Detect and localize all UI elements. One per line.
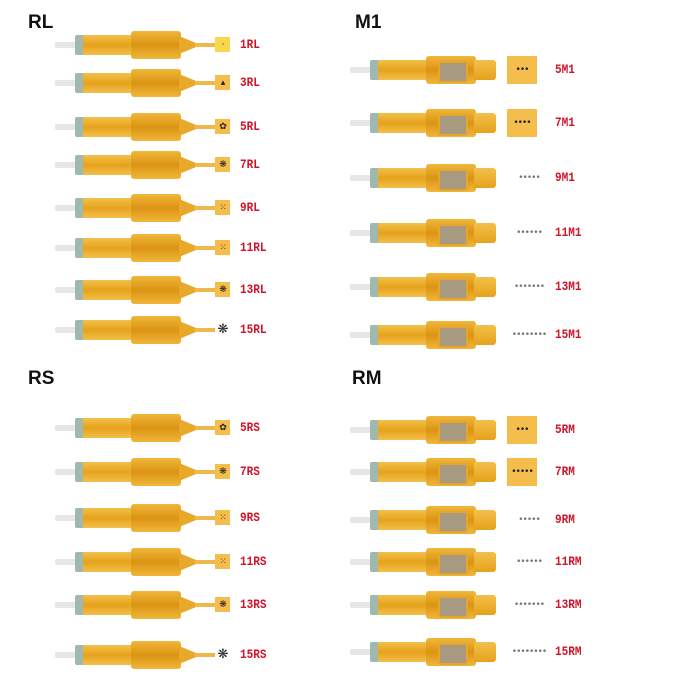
cartridge-row: ❋ 7RL [55,150,355,180]
needle-config-diagram: ⁙ [215,240,230,255]
needle-config-diagram: · [215,37,230,52]
cartridge-row: ❋ 13RL [55,275,355,305]
needle-label: 13RL [240,282,267,297]
needle-config-diagram: •••••• [516,557,543,567]
cartridge-row: ✿ 5RS [55,413,355,443]
needle-config-diagram: ••••••• [513,282,545,292]
needle-label: 11RS [240,554,267,569]
needle-config-diagram: ⁙ [215,554,230,569]
cartridge-row: ✿ 5RL [55,112,355,142]
cartridge-row: •••••• 11M1 [350,218,650,248]
needle-config-diagram: ••• [507,416,537,444]
cartridge-row: ❋ 7RS [55,457,355,487]
cartridge-row: ••••• 7RM [350,457,650,487]
cartridge-row: ••••••• 13M1 [350,272,650,302]
needle-config-diagram: ❋ [217,647,229,662]
needle-config-diagram: •••• [507,109,537,137]
needle-config-diagram: ❋ [215,282,230,297]
needle-label: 13RM [555,597,582,612]
needle-config-diagram: ••••• [507,458,537,486]
needle-label: 9RS [240,510,260,525]
cartridge-row: •••••••• 15RM [350,637,650,667]
needle-config-diagram: ❋ [215,157,230,172]
needle-label: 3RL [240,75,260,90]
cartridge-row: •••• 7M1 [350,108,650,138]
needle-label: 11RL [240,240,267,255]
needle-label: 15RS [240,647,267,662]
cartridge-row: ❋ 15RS [55,640,355,670]
cartridge-row: ▴ 3RL [55,68,355,98]
cartridge-row: · 1RL [55,30,355,60]
needle-config-diagram: ▴ [215,75,230,90]
cartridge-row: ⁙ 9RL [55,193,355,223]
needle-label: 7RM [555,464,575,479]
needle-label: 9RM [555,512,575,527]
needle-config-diagram: ••••• [518,515,541,525]
section-title-rm: RM [352,368,382,389]
needle-config-diagram: ❋ [215,464,230,479]
needle-config-diagram: ••••• [518,173,541,183]
needle-label: 7RL [240,157,260,172]
cartridge-row: ••••••• 13RM [350,590,650,620]
needle-label: 13RS [240,597,267,612]
cartridge-row: •••••• 11RM [350,547,650,577]
needle-label: 13M1 [555,279,582,294]
cartridge-row: ••••• 9RM [350,505,650,535]
needle-label: 11RM [555,554,582,569]
needle-config-diagram: ⁙ [215,510,230,525]
needle-config-diagram: •••••• [516,228,543,238]
needle-label: 9M1 [555,170,575,185]
cartridge-row: ••••• 9M1 [350,163,650,193]
section-title-m1: M1 [355,12,382,33]
needle-label: 15RM [555,644,582,659]
needle-label: 5RS [240,420,260,435]
cartridge-row: ❋ 15RL [55,315,355,345]
cartridge-row: ❋ 13RS [55,590,355,620]
cartridge-row: ⁙ 11RS [55,547,355,577]
needle-label: 7RS [240,464,260,479]
section-title-rl: RL [28,12,54,33]
needle-label: 7M1 [555,115,575,130]
needle-config-diagram: •••••••• [511,330,547,340]
needle-config-diagram: ••• [507,56,537,84]
needle-label: 1RL [240,37,260,52]
needle-config-diagram: •••••••• [511,647,547,657]
needle-label: 5RM [555,422,575,437]
needle-label: 15M1 [555,327,582,342]
cartridge-row: ••• 5RM [350,415,650,445]
needle-config-diagram: ••••••• [513,600,545,610]
needle-label: 15RL [240,322,267,337]
section-title-rs: RS [28,368,55,389]
cartridge-row: •••••••• 15M1 [350,320,650,350]
cartridge-row: ⁙ 9RS [55,503,355,533]
needle-config-diagram: ✿ [215,119,230,134]
needle-config-diagram: ❋ [217,322,229,337]
needle-label: 9RL [240,200,260,215]
needle-label: 11M1 [555,225,582,240]
needle-label: 5RL [240,119,260,134]
cartridge-row: ⁙ 11RL [55,233,355,263]
cartridge-row: ••• 5M1 [350,55,650,85]
needle-config-diagram: ❋ [215,597,230,612]
needle-config-diagram: ⁙ [215,200,230,215]
needle-config-diagram: ✿ [215,420,230,435]
needle-label: 5M1 [555,62,575,77]
